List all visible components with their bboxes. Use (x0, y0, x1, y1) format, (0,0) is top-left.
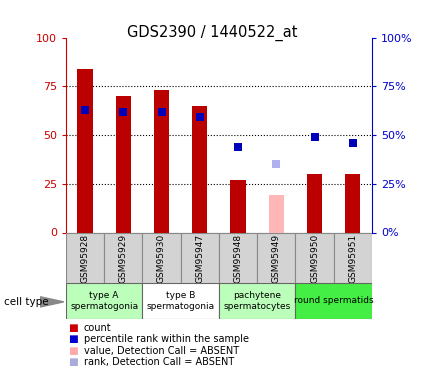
Text: GSM95951: GSM95951 (348, 234, 357, 283)
Bar (154, 90, 169, 232)
Bar (295, 232, 334, 283)
Text: cell type: cell type (4, 297, 49, 307)
Text: ■: ■ (68, 357, 78, 367)
Bar (66, 283, 142, 319)
Bar (307, 174, 322, 232)
Bar (104, 232, 142, 283)
Bar (345, 174, 360, 232)
Text: ■: ■ (68, 346, 78, 355)
Text: ■: ■ (68, 323, 78, 333)
Text: GSM95930: GSM95930 (157, 234, 166, 283)
Bar (257, 232, 295, 283)
Bar (219, 232, 257, 283)
Bar (269, 195, 284, 232)
Bar (230, 180, 246, 232)
Bar (142, 283, 219, 319)
Text: GSM95950: GSM95950 (310, 234, 319, 283)
Text: GSM95947: GSM95947 (195, 234, 204, 283)
Text: GSM95949: GSM95949 (272, 234, 281, 283)
Text: type B
spermatogonia: type B spermatogonia (147, 291, 215, 310)
Text: type A
spermatogonia: type A spermatogonia (70, 291, 138, 310)
Bar (181, 232, 219, 283)
Text: round spermatids: round spermatids (294, 296, 374, 305)
Polygon shape (40, 297, 64, 307)
Bar (219, 283, 295, 319)
Text: rank, Detection Call = ABSENT: rank, Detection Call = ABSENT (84, 357, 234, 367)
Text: GSM95929: GSM95929 (119, 234, 128, 283)
Bar (66, 232, 104, 283)
Bar (334, 232, 372, 283)
Text: GSM95928: GSM95928 (80, 234, 90, 283)
Bar (77, 69, 93, 232)
Text: GSM95948: GSM95948 (233, 234, 243, 283)
Text: value, Detection Call = ABSENT: value, Detection Call = ABSENT (84, 346, 239, 355)
Bar (295, 283, 372, 319)
Text: ■: ■ (68, 334, 78, 344)
Text: count: count (84, 323, 111, 333)
Text: percentile rank within the sample: percentile rank within the sample (84, 334, 249, 344)
Bar (142, 232, 181, 283)
Text: pachytene
spermatocytes: pachytene spermatocytes (224, 291, 291, 310)
Text: GDS2390 / 1440522_at: GDS2390 / 1440522_at (127, 24, 298, 40)
Bar (192, 106, 207, 232)
Bar (116, 96, 131, 232)
